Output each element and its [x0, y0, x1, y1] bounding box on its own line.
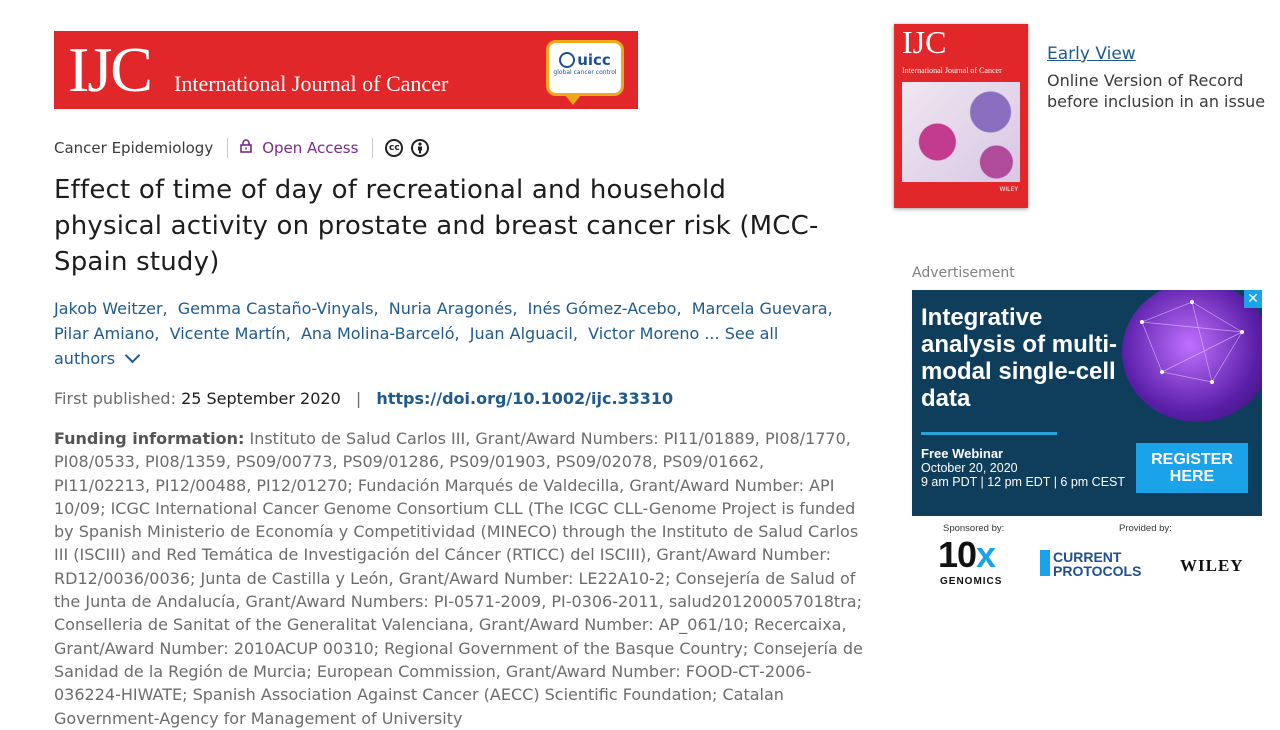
cover-publisher: WILEY — [999, 186, 1018, 193]
webinar-details: Free Webinar October 20, 2020 9 am PDT |… — [921, 446, 1126, 490]
uicc-logo: uicc global cancer control — [546, 40, 624, 105]
globe-icon — [559, 52, 576, 68]
author-link[interactable]: Vicente Martín — [169, 324, 286, 343]
attribution-icon[interactable] — [411, 139, 430, 157]
author-link[interactable]: Jakob Weitzer — [54, 299, 163, 318]
author-link[interactable]: Marcela Guevara — [691, 299, 828, 318]
ad-sponsors[interactable]: Sponsored by: Provided by: 10x GENOMICS … — [912, 516, 1262, 592]
author-link[interactable]: Juan Alguacil — [469, 324, 573, 343]
partner-tagline: global cancer control — [553, 69, 617, 76]
author-link[interactable]: Inés Gómez‐Acebo — [527, 299, 677, 318]
10x-genomics-logo: 10x — [938, 534, 996, 576]
author-list: Jakob Weitzer, Gemma Castaño‐Vinyals, Nu… — [54, 299, 838, 368]
author-link[interactable]: Ana Molina‐Barceló — [300, 324, 455, 343]
funding-information: Funding information: Instituto de Salud … — [54, 427, 864, 730]
author-link[interactable]: Victor Moreno — [588, 324, 700, 343]
author-link[interactable]: Pilar Amiano — [54, 324, 155, 343]
publication-date: 25 September 2020 — [181, 389, 341, 408]
article-section[interactable]: Cancer Epidemiology — [54, 139, 214, 157]
cover-logo: IJC — [902, 24, 947, 60]
early-view: Early View Online Version of Record befo… — [1047, 44, 1267, 112]
close-ad-icon[interactable]: ✕ — [1244, 290, 1262, 308]
partner-logo-text: uicc — [577, 51, 611, 69]
see-all-authors-link[interactable]: ... See all authors — [54, 324, 779, 368]
article-meta: Cancer Epidemiology Open Access cc — [54, 134, 874, 162]
webinar-title: Free Webinar — [921, 446, 1004, 461]
sponsor-sub: GENOMICS — [940, 576, 1003, 587]
cc-icon[interactable]: cc — [385, 139, 404, 157]
register-button[interactable]: REGISTER HERE — [1136, 443, 1248, 493]
funding-text: Instituto de Salud Carlos III, Grant/Awa… — [54, 429, 863, 728]
article-header: IJC International Journal of Cancer uicc… — [54, 31, 874, 730]
provided-by-label: Provided by: — [1119, 523, 1172, 534]
current-protocols-logo: CURRENT PROTOCOLS — [1040, 550, 1141, 578]
network-graphic — [1122, 290, 1262, 422]
chevron-down-icon[interactable] — [124, 347, 141, 364]
cover-image — [902, 82, 1020, 182]
webinar-time: 9 am PDT | 12 pm EDT | 6 pm CEST — [921, 475, 1126, 489]
provider1: CURRENT PROTOCOLS — [1053, 549, 1142, 579]
open-access-label[interactable]: Open Access — [262, 139, 359, 157]
wiley-logo: WILEY — [1180, 556, 1244, 575]
author-link[interactable]: Gemma Castaño‐Vinyals — [177, 299, 374, 318]
first-published-label: First published: — [54, 389, 176, 408]
sponsor-main: 10 — [938, 534, 977, 575]
webinar-date: October 20, 2020 — [921, 461, 1018, 475]
lock-icon — [240, 139, 253, 157]
journal-logo: IJC — [68, 34, 153, 105]
early-view-description: Online Version of Record before inclusio… — [1047, 71, 1266, 111]
sponsored-by-label: Sponsored by: — [943, 523, 1005, 534]
author-link[interactable]: Nuria Aragonés — [388, 299, 513, 318]
advertisement-label: Advertisement — [912, 265, 1015, 281]
publication-info: First published: 25 September 2020 | htt… — [54, 389, 674, 408]
article-title: Effect of time of day of recreational an… — [54, 175, 819, 277]
early-view-link[interactable]: Early View — [1047, 44, 1136, 64]
journal-cover[interactable]: IJC International Journal of Cancer WILE… — [894, 24, 1028, 208]
sponsor-x: x — [976, 534, 996, 575]
journal-banner[interactable]: IJC International Journal of Cancer uicc… — [54, 31, 638, 109]
advertisement-banner[interactable]: ✕ Integrative analysis of multi-modal si… — [912, 290, 1262, 516]
ad-headline: Integrative analysis of multi-modal sing… — [921, 304, 1118, 412]
doi-link[interactable]: https://doi.org/10.1002/ijc.33310 — [376, 389, 674, 408]
journal-title: International Journal of Cancer — [174, 71, 449, 96]
cover-title: International Journal of Cancer — [902, 66, 1002, 75]
funding-label: Funding information: — [54, 429, 245, 448]
